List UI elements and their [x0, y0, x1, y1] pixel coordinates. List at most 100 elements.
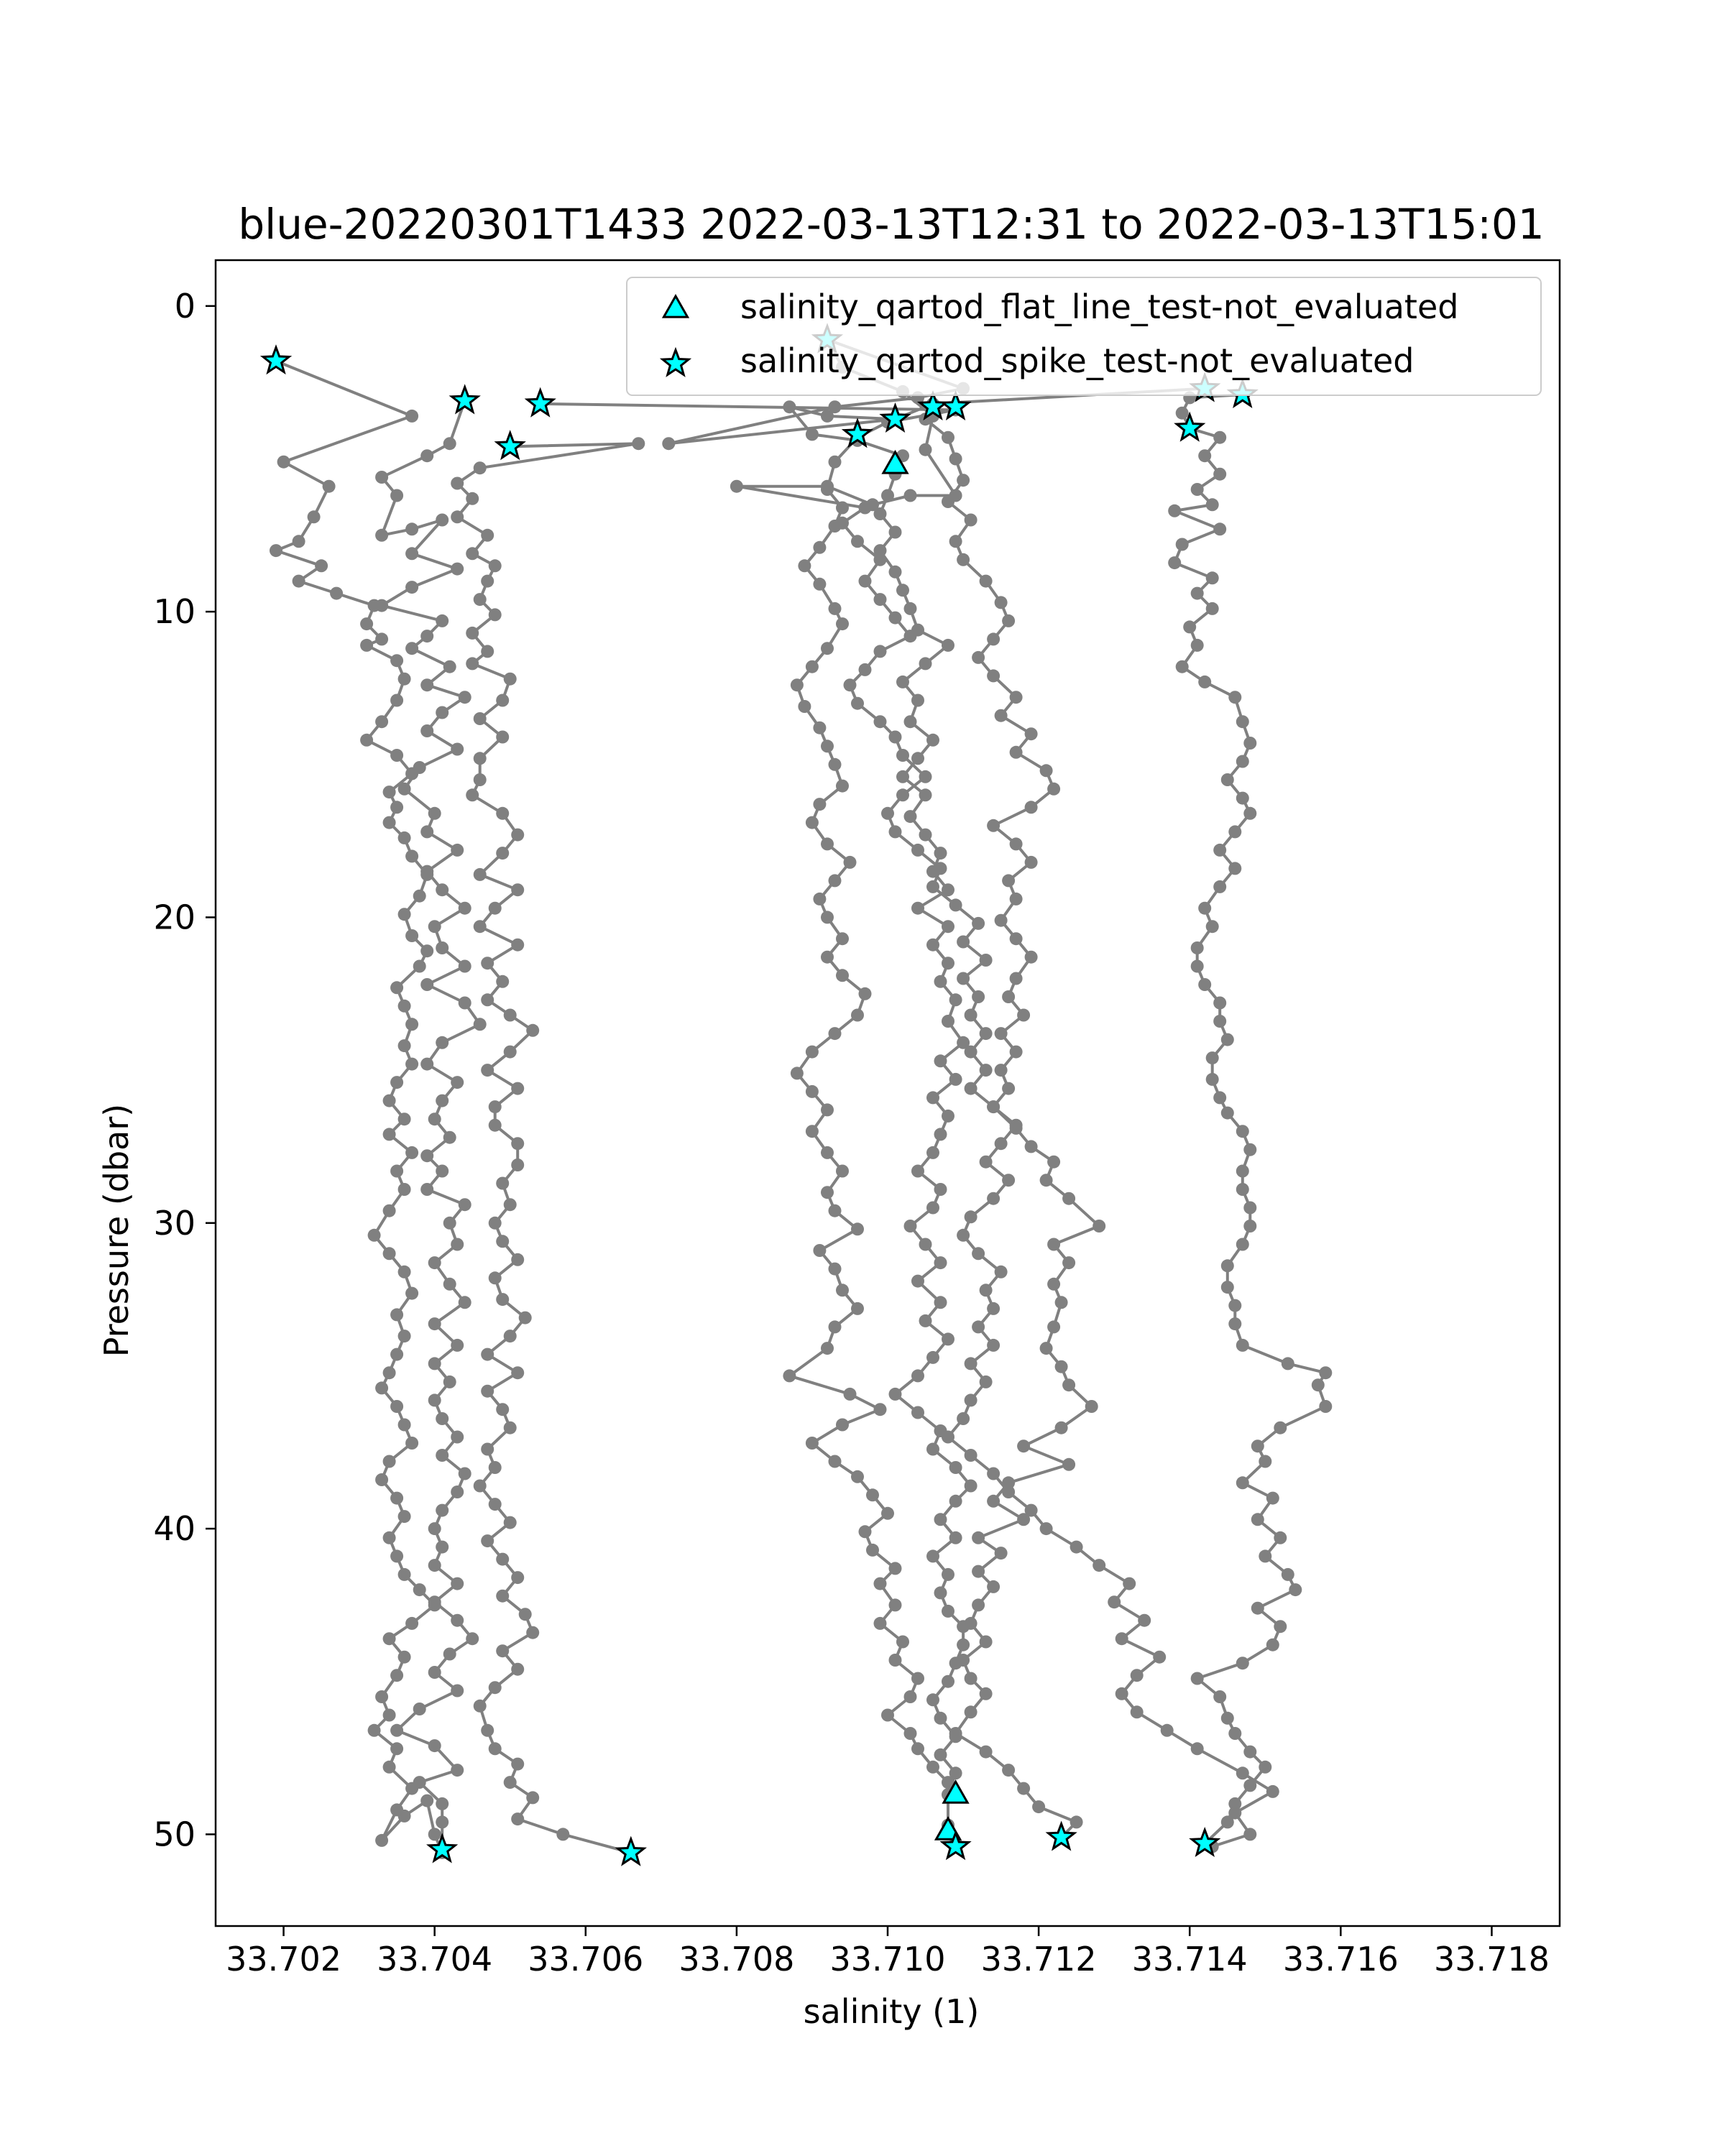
series-2 [451, 437, 645, 1859]
data-point [458, 959, 472, 973]
data-point [277, 455, 290, 469]
data-point [662, 437, 676, 451]
data-point [813, 577, 827, 591]
data-point [994, 1547, 1008, 1560]
data-point [488, 1461, 502, 1474]
data-point [798, 700, 811, 713]
series-line-6 [1173, 393, 1328, 1845]
y-tick-label: 20 [153, 898, 196, 936]
data-point [1205, 602, 1219, 615]
data-point [390, 1742, 404, 1756]
data-point [926, 1350, 939, 1364]
series-0 [270, 354, 449, 1859]
data-point [481, 1723, 494, 1737]
data-point [828, 1455, 842, 1468]
data-point [1009, 932, 1023, 946]
data-point [1251, 1439, 1264, 1453]
data-point [413, 959, 426, 973]
data-point [873, 715, 887, 729]
data-point [428, 920, 441, 934]
data-point [405, 1616, 419, 1630]
data-point [964, 1672, 978, 1685]
data-point [1228, 1299, 1242, 1312]
data-point [405, 1286, 419, 1300]
data-point [836, 779, 849, 793]
data-point [360, 733, 374, 747]
data-point [1243, 806, 1257, 820]
data-point [987, 669, 1000, 683]
data-point [1175, 406, 1189, 420]
data-point [1236, 1183, 1249, 1196]
data-point [420, 724, 434, 737]
data-point [919, 1238, 932, 1251]
data-point [957, 1654, 970, 1667]
series-line-0 [275, 359, 444, 1853]
chart-title: blue-20220301T1433 2022-03-13T12:31 to 2… [238, 200, 1544, 249]
y-tick-label: 10 [153, 592, 196, 631]
data-point [805, 1045, 819, 1059]
star-marker [259, 344, 293, 375]
data-point [390, 981, 404, 995]
data-point [1062, 1457, 1076, 1471]
data-point [979, 1027, 993, 1041]
data-point [821, 837, 834, 851]
data-point [375, 1690, 389, 1703]
data-point [397, 1809, 411, 1823]
data-point [957, 1228, 970, 1242]
data-point [949, 1461, 962, 1474]
star-marker [1174, 411, 1206, 442]
data-point [397, 1567, 411, 1581]
data-point [488, 1100, 502, 1114]
data-point [405, 849, 419, 863]
data-point [1243, 1201, 1257, 1215]
data-point [1190, 638, 1204, 652]
data-point [903, 1690, 917, 1703]
data-point [436, 1797, 449, 1810]
data-point [994, 1137, 1008, 1151]
data-point [466, 492, 479, 505]
data-point [926, 938, 939, 952]
data-point [828, 874, 842, 888]
data-point [987, 1338, 1000, 1352]
data-point [420, 678, 434, 692]
data-point [405, 522, 419, 536]
data-point [1009, 1118, 1023, 1132]
data-point [1115, 1632, 1128, 1646]
data-point [828, 757, 842, 771]
x-tick-label: 33.712 [981, 1940, 1097, 1978]
data-point [949, 1727, 962, 1740]
data-point [1175, 538, 1189, 551]
data-point [488, 901, 502, 915]
data-point [843, 1387, 857, 1401]
data-point [1009, 972, 1023, 985]
data-point [836, 617, 849, 631]
data-point [511, 1137, 525, 1151]
data-point [964, 513, 978, 527]
data-point [1220, 773, 1234, 786]
data-point [503, 1008, 517, 1022]
data-point [451, 562, 464, 576]
data-point [443, 1277, 456, 1291]
data-point [858, 501, 872, 515]
data-point [405, 1018, 419, 1031]
data-point [420, 1794, 434, 1807]
data-point [979, 1284, 993, 1297]
data-point [503, 672, 517, 686]
data-point [511, 1662, 525, 1676]
data-point [458, 901, 472, 915]
data-point [375, 599, 389, 612]
data-point [1017, 1513, 1031, 1526]
data-point [919, 443, 932, 456]
data-point [397, 1330, 411, 1343]
marker-group-triangle [881, 449, 970, 1841]
data-point [511, 1082, 525, 1095]
data-point [511, 1158, 525, 1171]
data-point [888, 565, 902, 579]
data-point [405, 1057, 419, 1071]
data-point [390, 694, 404, 707]
data-point [1017, 1008, 1031, 1022]
data-point [805, 1084, 819, 1098]
data-point [413, 889, 426, 903]
star-marker [494, 430, 526, 461]
data-point [382, 1455, 396, 1468]
